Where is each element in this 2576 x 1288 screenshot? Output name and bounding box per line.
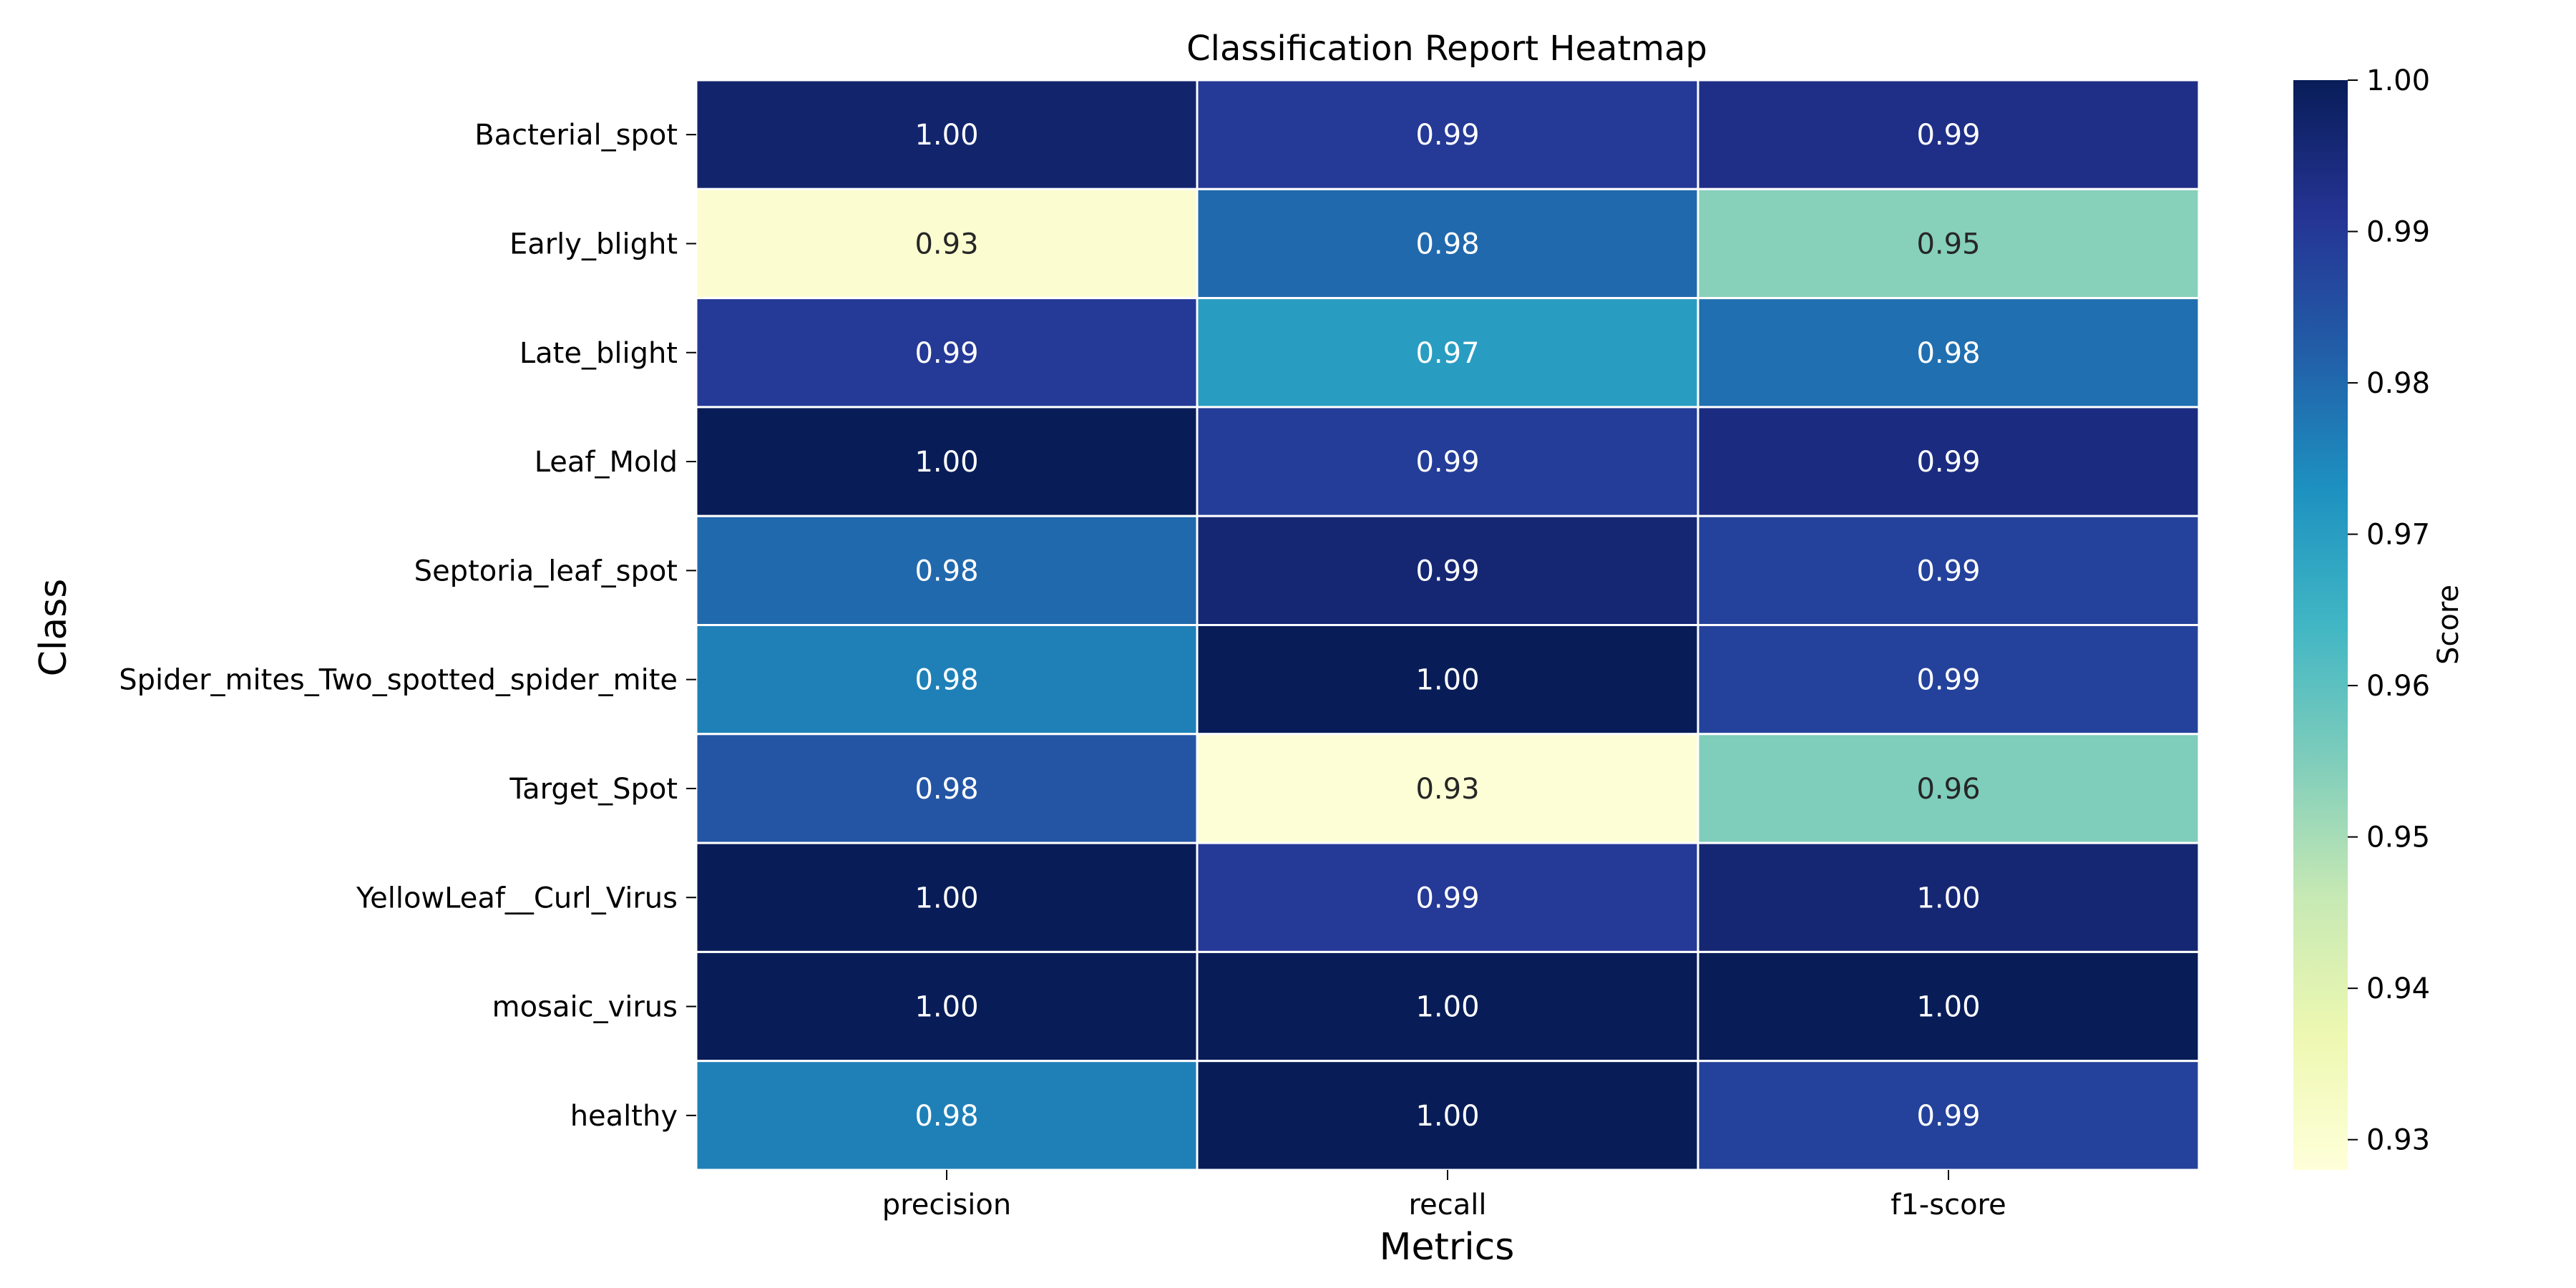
heatmap-cell bbox=[1697, 1060, 2200, 1171]
heatmap-cell bbox=[695, 841, 1199, 953]
heatmap-cell bbox=[695, 950, 1199, 1063]
cell-value-label: 0.95 bbox=[1916, 228, 1980, 260]
cell-value-label: 1.00 bbox=[1415, 1100, 1479, 1133]
heatmap-cell bbox=[1697, 187, 2200, 300]
x-tick-label: recall bbox=[1409, 1189, 1487, 1221]
heatmap-cell bbox=[695, 79, 1199, 190]
y-tick-label: Leaf_Mold bbox=[535, 446, 678, 479]
heatmap-cell bbox=[1196, 733, 1699, 844]
heatmap-cell bbox=[1196, 187, 1699, 300]
colorbar-tick-label: 0.94 bbox=[2366, 972, 2430, 1005]
heatmap-cell bbox=[1697, 733, 2200, 844]
heatmap-cell bbox=[695, 1060, 1199, 1171]
cell-value-label: 0.98 bbox=[1415, 228, 1479, 260]
heatmap-cell bbox=[1697, 624, 2200, 736]
cell-value-label: 0.93 bbox=[914, 228, 978, 260]
cell-value-label: 0.99 bbox=[1415, 882, 1479, 914]
heatmap-cell bbox=[695, 406, 1199, 517]
y-tick-label: Septoria_leaf_spot bbox=[414, 555, 678, 587]
heatmap-cell bbox=[1697, 841, 2200, 953]
cell-value-label: 0.98 bbox=[914, 1100, 978, 1133]
heatmap-cell bbox=[1196, 79, 1699, 190]
heatmap-cell bbox=[1697, 514, 2200, 627]
cell-value-label: 0.99 bbox=[914, 337, 978, 370]
colorbar-tick-label: 0.98 bbox=[2366, 367, 2430, 400]
y-tick-label: healthy bbox=[570, 1100, 678, 1133]
heatmap-cell bbox=[1196, 297, 1699, 409]
colorbar bbox=[2293, 80, 2348, 1170]
colorbar-tick-label: 0.97 bbox=[2366, 519, 2430, 552]
cell-value-label: 0.98 bbox=[914, 555, 978, 587]
heatmap-cells: 1.00 0.99 0.99 0.93 0.98 0.95 0.99 0.97 0.98 1.00… bbox=[695, 79, 2200, 1171]
x-tick-label: precision bbox=[882, 1189, 1011, 1221]
cell-value-label: 0.99 bbox=[1916, 555, 1980, 587]
y-tick-label: Target_Spot bbox=[509, 773, 678, 806]
x-tick-labels: precision recall f1-score bbox=[882, 1170, 2006, 1221]
cell-value-label: 0.97 bbox=[1415, 337, 1479, 370]
colorbar-ticks: 0.93 0.94 0.95 0.96 0.97 0.98 0.99 1.00 bbox=[2348, 64, 2430, 1157]
heatmap-cell bbox=[695, 733, 1199, 844]
y-tick-labels: Bacterial_spot Early_blight Late_blight Lea… bbox=[119, 119, 696, 1133]
cell-value-label: 0.99 bbox=[1916, 119, 1980, 152]
cell-value-label: 0.99 bbox=[1415, 119, 1479, 152]
cell-value-label: 1.00 bbox=[914, 119, 978, 152]
y-axis-label: Class bbox=[32, 579, 75, 677]
colorbar-label: Score bbox=[2432, 585, 2465, 665]
cell-value-label: 0.99 bbox=[1415, 446, 1479, 479]
heatmap-cell bbox=[1196, 1060, 1699, 1171]
y-tick-label: Spider_mites_Two_spotted_spider_mite bbox=[119, 664, 678, 697]
cell-value-label: 1.00 bbox=[1415, 991, 1479, 1024]
heatmap-cell bbox=[1196, 624, 1699, 736]
cell-value-label: 0.96 bbox=[1916, 773, 1980, 806]
cell-value-label: 1.00 bbox=[1916, 882, 1980, 914]
y-tick-label: Late_blight bbox=[519, 337, 678, 370]
colorbar-tick-label: 0.99 bbox=[2366, 216, 2430, 249]
y-tick-label: mosaic_virus bbox=[492, 991, 678, 1024]
cell-value-label: 1.00 bbox=[914, 991, 978, 1024]
heatmap-cell bbox=[1697, 406, 2200, 517]
cell-value-label: 0.99 bbox=[1916, 1100, 1980, 1133]
y-tick-label: YellowLeaf__Curl_Virus bbox=[356, 882, 678, 914]
y-tick-label: Bacterial_spot bbox=[474, 119, 678, 152]
cell-value-label: 0.98 bbox=[914, 664, 978, 697]
heatmap-cell bbox=[695, 187, 1199, 300]
cell-value-label: 0.93 bbox=[1415, 773, 1479, 806]
x-axis-label: Metrics bbox=[1380, 1226, 1515, 1269]
heatmap-cell bbox=[1196, 514, 1699, 627]
colorbar-tick-label: 1.00 bbox=[2366, 64, 2430, 97]
cell-value-label: 1.00 bbox=[1916, 991, 1980, 1024]
cell-value-label: 0.99 bbox=[1916, 446, 1980, 479]
cell-value-label: 0.98 bbox=[914, 773, 978, 806]
cell-value-label: 0.99 bbox=[1415, 555, 1479, 587]
cell-value-label: 0.98 bbox=[1916, 337, 1980, 370]
heatmap-cell bbox=[1697, 79, 2200, 190]
chart-title: Classification Report Heatmap bbox=[1186, 29, 1707, 69]
cell-value-label: 0.99 bbox=[1916, 664, 1980, 697]
y-tick-label: Early_blight bbox=[509, 228, 678, 260]
cell-value-label: 1.00 bbox=[914, 882, 978, 914]
colorbar-tick-label: 0.96 bbox=[2366, 670, 2430, 703]
x-tick-label: f1-score bbox=[1890, 1189, 2006, 1221]
colorbar-tick-label: 0.95 bbox=[2366, 821, 2430, 854]
heatmap-cell bbox=[1697, 950, 2200, 1063]
cell-value-label: 1.00 bbox=[914, 446, 978, 479]
colorbar-tick-label: 0.93 bbox=[2366, 1124, 2430, 1157]
heatmap-cell bbox=[695, 514, 1199, 627]
heatmap-cell bbox=[1196, 841, 1699, 953]
cell-value-label: 1.00 bbox=[1415, 664, 1479, 697]
